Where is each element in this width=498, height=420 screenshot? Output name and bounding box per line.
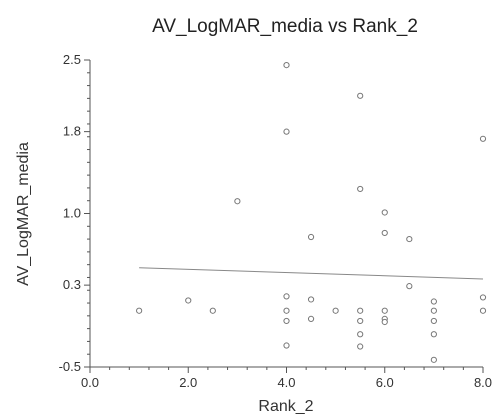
x-tick-label: 8.0 <box>474 375 492 390</box>
data-point <box>381 318 388 326</box>
y-tick-label: 1.8 <box>63 124 81 139</box>
data-point <box>357 92 364 99</box>
y-tick-label: -0.5 <box>59 359 81 374</box>
data-point <box>283 62 290 69</box>
data-point <box>332 307 339 314</box>
data-point <box>430 356 437 363</box>
points-layer <box>136 62 487 363</box>
data-point <box>381 209 388 216</box>
fit-line-layer <box>139 267 484 280</box>
data-point <box>357 343 364 350</box>
data-point <box>307 296 315 303</box>
x-tick-label: 2.0 <box>179 375 197 390</box>
data-point <box>381 229 388 237</box>
data-point <box>430 317 437 325</box>
y-tick-label: 1.0 <box>63 206 81 221</box>
axes-layer: 0.0 2.0 4.0 6.0 8.0 -0.5 0.3 1.0 1.8 2.5 <box>59 52 492 390</box>
data-point <box>209 307 216 314</box>
data-point <box>357 185 364 193</box>
data-point <box>283 317 290 325</box>
plot-area: 0.0 2.0 4.0 6.0 8.0 -0.5 0.3 1.0 1.8 2.5 <box>59 52 492 390</box>
data-point <box>234 198 241 205</box>
data-point <box>357 307 364 314</box>
y-tick-label: 2.5 <box>63 52 81 67</box>
data-point <box>479 294 487 301</box>
x-tick-label: 6.0 <box>376 375 394 390</box>
data-point <box>381 307 388 314</box>
x-axis-label: Rank_2 <box>258 398 313 415</box>
data-point <box>283 128 290 135</box>
chart-title: AV_LogMAR_media vs Rank_2 <box>152 16 418 37</box>
y-axis-label: AV_LogMAR_media <box>15 142 32 286</box>
x-tick-label: 4.0 <box>277 375 295 390</box>
data-point <box>406 283 413 290</box>
data-point <box>406 235 413 243</box>
trend-line <box>139 267 484 280</box>
data-point <box>307 315 315 323</box>
data-point <box>357 317 364 325</box>
data-point <box>479 307 487 314</box>
data-point <box>307 233 315 241</box>
data-point <box>136 307 143 314</box>
data-point <box>283 342 290 349</box>
data-point <box>185 297 192 304</box>
data-point <box>283 307 290 314</box>
data-point <box>430 298 437 305</box>
data-point <box>357 331 364 338</box>
data-point <box>479 135 487 142</box>
data-point <box>283 293 290 300</box>
data-point <box>430 331 437 338</box>
data-point <box>430 307 437 314</box>
x-tick-label: 0.0 <box>81 375 99 390</box>
y-tick-label: 0.3 <box>63 277 81 292</box>
